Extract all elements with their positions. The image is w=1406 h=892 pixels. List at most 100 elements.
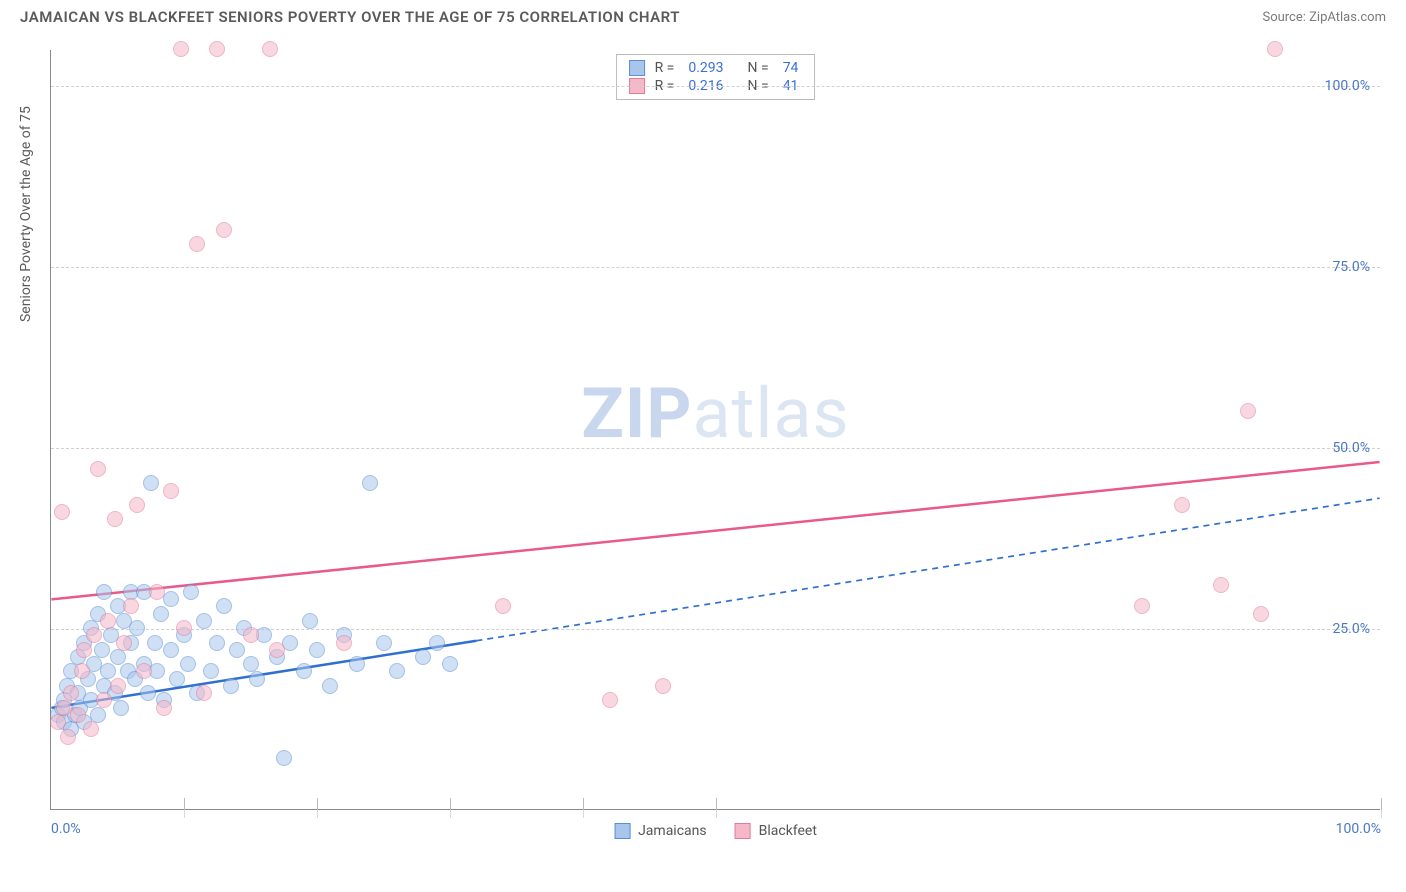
scatter-point	[196, 685, 212, 701]
watermark: ZIPatlas	[581, 373, 849, 455]
scatter-point	[1240, 403, 1256, 419]
scatter-point	[602, 692, 618, 708]
scatter-point	[60, 729, 76, 745]
r-value: 0.293	[688, 60, 723, 76]
scatter-point	[113, 700, 129, 716]
scatter-point	[96, 692, 112, 708]
gridline-vertical	[716, 798, 717, 810]
scatter-point	[156, 700, 172, 716]
scatter-point	[123, 598, 139, 614]
gridline-horizontal	[51, 267, 1380, 268]
scatter-point	[169, 671, 185, 687]
scatter-point	[209, 635, 225, 651]
y-axis-label: Seniors Poverty Over the Age of 75	[18, 106, 34, 322]
scatter-point	[149, 584, 165, 600]
scatter-point	[216, 222, 232, 238]
scatter-point	[183, 584, 199, 600]
n-value: 74	[783, 60, 799, 76]
x-tick-label: 100.0%	[1336, 821, 1381, 837]
scatter-point	[163, 642, 179, 658]
scatter-point	[415, 649, 431, 665]
scatter-point	[54, 504, 70, 520]
scatter-point	[223, 678, 239, 694]
scatter-point	[302, 613, 318, 629]
stat-legend-row: R = 0.293 N = 74	[629, 59, 803, 77]
scatter-point	[1134, 598, 1150, 614]
scatter-point	[70, 707, 86, 723]
scatter-point	[243, 627, 259, 643]
scatter-point	[107, 511, 123, 527]
gridline-vertical	[583, 810, 584, 818]
scatter-point	[249, 671, 265, 687]
scatter-point	[176, 620, 192, 636]
scatter-point	[362, 475, 378, 491]
scatter-point	[349, 656, 365, 672]
scatter-point	[153, 606, 169, 622]
trend-line-extrapolated	[476, 498, 1379, 641]
scatter-point	[173, 41, 189, 57]
scatter-point	[229, 642, 245, 658]
y-tick-label: 25.0%	[1332, 621, 1370, 637]
stat-legend: R =0.293N =74R =0.216N =41	[616, 54, 816, 100]
scatter-point	[322, 678, 338, 694]
legend-label: Jamaicans	[638, 823, 707, 839]
scatter-point	[94, 642, 110, 658]
source-attribution: Source: ZipAtlas.com	[1262, 10, 1386, 25]
trend-lines	[51, 50, 1380, 809]
scatter-point	[163, 483, 179, 499]
r-label: R =	[655, 60, 675, 76]
scatter-point	[110, 678, 126, 694]
scatter-point	[495, 598, 511, 614]
legend-swatch	[629, 60, 645, 76]
legend-item: Blackfeet	[735, 823, 817, 839]
gridline-vertical	[450, 798, 451, 810]
scatter-point	[74, 663, 90, 679]
scatter-point	[100, 663, 116, 679]
scatter-point	[309, 642, 325, 658]
scatter-point	[1253, 606, 1269, 622]
scatter-point	[110, 649, 126, 665]
gridline-vertical	[583, 798, 584, 810]
scatter-point	[143, 475, 159, 491]
gridline-vertical	[450, 810, 451, 818]
scatter-point	[140, 685, 156, 701]
gridline-vertical	[317, 810, 318, 818]
y-tick-label: 50.0%	[1332, 440, 1370, 456]
n-label: N =	[748, 60, 769, 76]
scatter-point	[203, 663, 219, 679]
scatter-point	[63, 685, 79, 701]
legend-item: Jamaicans	[614, 823, 707, 839]
gridline-horizontal	[51, 448, 1380, 449]
x-tick-label: 0.0%	[51, 821, 81, 837]
scatter-point	[196, 613, 212, 629]
trend-line	[51, 462, 1379, 599]
scatter-point	[129, 620, 145, 636]
scatter-point	[262, 41, 278, 57]
scatter-point	[96, 584, 112, 600]
scatter-point	[100, 613, 116, 629]
scatter-chart: ZIPatlas R =0.293N =74R =0.216N =41 Jama…	[50, 50, 1380, 810]
y-tick-label: 100.0%	[1325, 78, 1370, 94]
series-legend: Jamaicans Blackfeet	[614, 823, 817, 839]
scatter-point	[389, 663, 405, 679]
scatter-point	[655, 678, 671, 694]
scatter-point	[216, 598, 232, 614]
scatter-point	[1213, 577, 1229, 593]
scatter-point	[442, 656, 458, 672]
gridline-vertical	[184, 810, 185, 818]
y-tick-label: 75.0%	[1332, 259, 1370, 275]
scatter-point	[86, 627, 102, 643]
scatter-point	[1267, 41, 1283, 57]
scatter-point	[90, 461, 106, 477]
scatter-point	[76, 642, 92, 658]
gridline-vertical	[1381, 798, 1382, 810]
scatter-point	[376, 635, 392, 651]
gridline-vertical	[317, 798, 318, 810]
scatter-point	[136, 663, 152, 679]
scatter-point	[209, 41, 225, 57]
scatter-point	[147, 635, 163, 651]
legend-swatch	[735, 823, 751, 839]
scatter-point	[50, 714, 66, 730]
chart-title: JAMAICAN VS BLACKFEET SENIORS POVERTY OV…	[20, 8, 680, 26]
scatter-point	[129, 497, 145, 513]
